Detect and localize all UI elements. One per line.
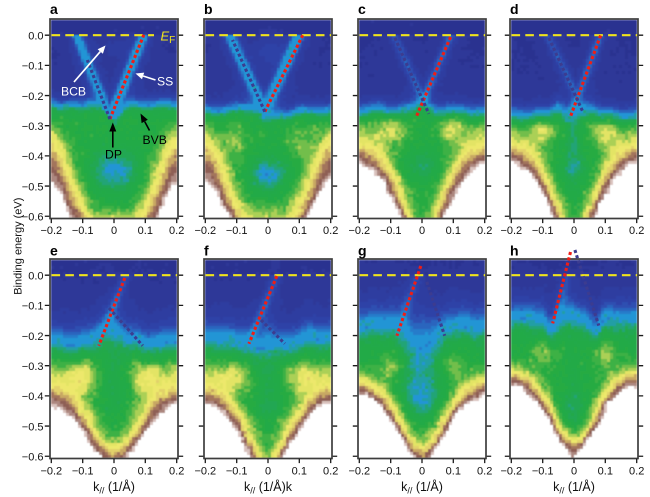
svg-text:−0.2: −0.2 xyxy=(500,225,522,237)
svg-text:−0.2: −0.2 xyxy=(348,225,370,237)
svg-text:−0.2: −0.2 xyxy=(40,466,62,478)
svg-text:f: f xyxy=(204,243,209,259)
svg-text:0: 0 xyxy=(111,466,117,478)
svg-text:−0.1: −0.1 xyxy=(72,225,94,237)
svg-text:0.0: 0.0 xyxy=(28,31,43,43)
svg-text:−0.2: −0.2 xyxy=(40,225,62,237)
svg-text:k// (1/Å): k// (1/Å) xyxy=(553,479,595,496)
svg-text:−0.4: −0.4 xyxy=(22,151,44,163)
svg-text:−0.6: −0.6 xyxy=(22,452,44,464)
svg-text:h: h xyxy=(510,243,519,259)
svg-text:−0.1: −0.1 xyxy=(22,301,44,313)
svg-text:−0.2: −0.2 xyxy=(22,331,44,343)
svg-text:0: 0 xyxy=(265,225,271,237)
svg-text:k// (1/Å): k// (1/Å) xyxy=(93,479,135,496)
svg-text:0.2: 0.2 xyxy=(323,466,338,478)
svg-text:−0.4: −0.4 xyxy=(22,391,44,403)
svg-text:−0.1: −0.1 xyxy=(72,466,94,478)
svg-text:−0.2: −0.2 xyxy=(194,225,216,237)
svg-text:−0.1: −0.1 xyxy=(22,61,44,73)
svg-text:0.1: 0.1 xyxy=(138,466,153,478)
svg-text:0.1: 0.1 xyxy=(598,466,613,478)
svg-text:0.2: 0.2 xyxy=(629,466,644,478)
svg-text:0: 0 xyxy=(571,225,577,237)
svg-text:0.2: 0.2 xyxy=(169,225,184,237)
svg-text:0: 0 xyxy=(419,466,425,478)
svg-text:d: d xyxy=(510,1,519,17)
svg-text:0.2: 0.2 xyxy=(629,225,644,237)
svg-text:0.2: 0.2 xyxy=(477,225,492,237)
svg-text:−0.5: −0.5 xyxy=(22,421,44,433)
svg-text:−0.5: −0.5 xyxy=(22,181,44,193)
svg-text:−0.6: −0.6 xyxy=(22,212,44,224)
svg-text:0.1: 0.1 xyxy=(598,225,613,237)
svg-text:−0.1: −0.1 xyxy=(380,225,402,237)
svg-text:0: 0 xyxy=(571,466,577,478)
svg-text:−0.1: −0.1 xyxy=(532,225,554,237)
svg-text:DP: DP xyxy=(105,148,122,162)
svg-text:0.2: 0.2 xyxy=(323,225,338,237)
svg-text:BCB: BCB xyxy=(61,85,86,99)
svg-text:a: a xyxy=(50,1,58,17)
svg-text:0: 0 xyxy=(419,225,425,237)
svg-text:0.2: 0.2 xyxy=(477,466,492,478)
svg-text:0.1: 0.1 xyxy=(446,225,461,237)
svg-text:−0.1: −0.1 xyxy=(532,466,554,478)
svg-text:e: e xyxy=(50,243,58,259)
svg-text:0.1: 0.1 xyxy=(292,466,307,478)
svg-text:−0.3: −0.3 xyxy=(22,361,44,373)
svg-text:−0.1: −0.1 xyxy=(380,466,402,478)
svg-text:k// (1/Å)k: k// (1/Å)k xyxy=(244,479,293,496)
svg-text:0: 0 xyxy=(265,466,271,478)
svg-text:0.1: 0.1 xyxy=(138,225,153,237)
svg-text:−0.1: −0.1 xyxy=(226,466,248,478)
svg-text:BVB: BVB xyxy=(143,133,167,147)
svg-text:SS: SS xyxy=(157,75,173,89)
svg-text:0: 0 xyxy=(111,225,117,237)
svg-text:0.2: 0.2 xyxy=(169,466,184,478)
svg-text:c: c xyxy=(358,1,366,17)
svg-text:−0.2: −0.2 xyxy=(348,466,370,478)
svg-text:0.0: 0.0 xyxy=(28,271,43,283)
svg-text:−0.2: −0.2 xyxy=(500,466,522,478)
svg-text:b: b xyxy=(204,1,213,17)
svg-text:−0.3: −0.3 xyxy=(22,121,44,133)
svg-text:Binding energy (eV): Binding energy (eV) xyxy=(13,198,25,295)
svg-text:k// (1/Å): k// (1/Å) xyxy=(401,479,443,496)
svg-text:g: g xyxy=(358,243,367,259)
svg-text:0.1: 0.1 xyxy=(446,466,461,478)
svg-text:−0.2: −0.2 xyxy=(22,91,44,103)
svg-text:−0.1: −0.1 xyxy=(226,225,248,237)
svg-text:0.1: 0.1 xyxy=(292,225,307,237)
svg-text:−0.2: −0.2 xyxy=(194,466,216,478)
